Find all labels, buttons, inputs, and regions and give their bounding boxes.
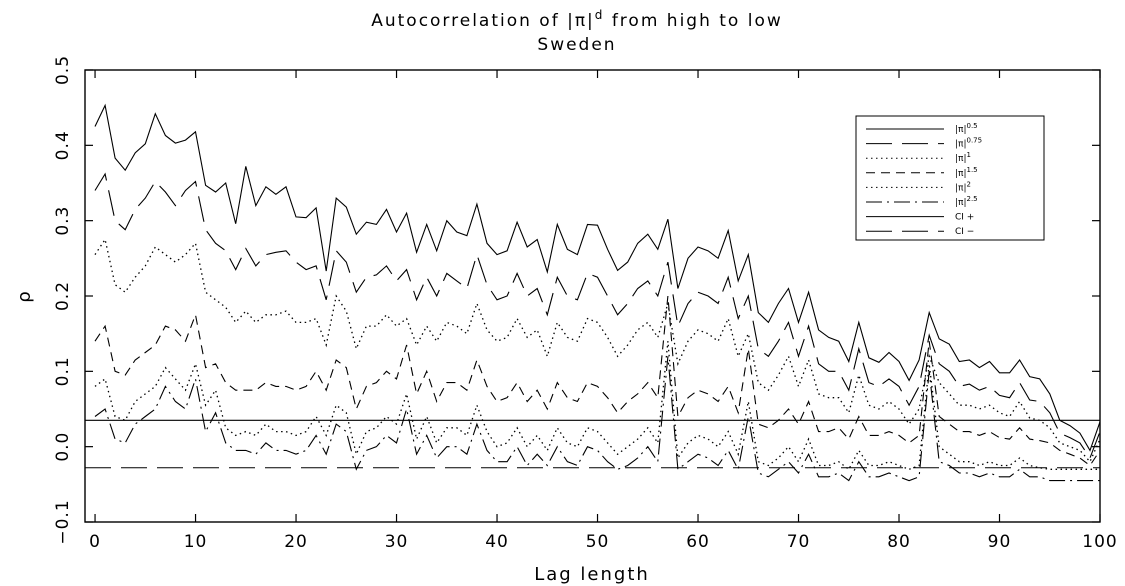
legend-box (855, 115, 1045, 241)
x-tick-label: 80 (887, 532, 911, 552)
legend-label: CI + (955, 213, 974, 223)
x-tick-label: 60 (686, 532, 710, 552)
legend-label: |π|0.75 (955, 137, 982, 150)
series-line-0-5 (94, 103, 1100, 452)
title-suffix: from high to low (604, 11, 782, 31)
y-tick-label: 0.1 (53, 356, 73, 386)
axis-tick-labels: 0 10 20 30 40 50 60 70 80 90 100 −0.1 0.0 0.1 0.2 0.3 0.… (53, 55, 1117, 552)
axis-ticks (85, 69, 1101, 523)
x-tick-label: 70 (787, 532, 811, 552)
y-axis-label: ρ (14, 289, 35, 302)
chart-title: Autocorrelation of |π|d from high to low (371, 8, 783, 31)
x-tick-label: 90 (988, 532, 1012, 552)
legend-label: |π|2 (955, 180, 971, 193)
x-tick-label: 100 (1082, 532, 1117, 552)
x-tick-label: 40 (485, 532, 509, 552)
x-axis-label: Lag length (534, 564, 650, 585)
legend-label: |π|1.5 (955, 166, 978, 179)
y-tick-label: 0.4 (53, 130, 73, 160)
series-line-1-5 (94, 295, 1100, 467)
x-tick-label: 20 (284, 532, 308, 552)
y-tick-label: 0.3 (53, 206, 73, 236)
legend-label: |π|0.5 (955, 122, 978, 135)
legend-label: |π|2.5 (955, 195, 978, 208)
title-main: Autocorrelation of |π| (371, 11, 595, 31)
series-line-2-5 (94, 356, 1100, 482)
series-line-1 (94, 237, 1100, 463)
chart-subtitle: Sweden (537, 35, 616, 55)
y-tick-label: −0.1 (53, 499, 73, 544)
x-tick-label: 50 (586, 532, 610, 552)
y-tick-label: 0.0 (53, 432, 73, 462)
series-line-2 (94, 341, 1100, 471)
series-line-0-75 (94, 172, 1100, 460)
title-superscript: d (595, 8, 605, 22)
legend-label: |π|1 (955, 151, 971, 164)
legend-label: CI − (955, 227, 974, 237)
confidence-lines (85, 419, 1100, 469)
legend: |π|0.5 |π|0.75|π|1 |π|1.5|π|2 |π|2.5 CI + CI … (855, 115, 1045, 241)
series-lines (94, 103, 1100, 482)
x-tick-label: 30 (385, 532, 409, 552)
y-tick-label: 0.5 (53, 55, 73, 85)
x-tick-label: 10 (184, 532, 208, 552)
y-tick-label: 0.2 (53, 281, 73, 311)
x-tick-label: 0 (89, 532, 101, 552)
